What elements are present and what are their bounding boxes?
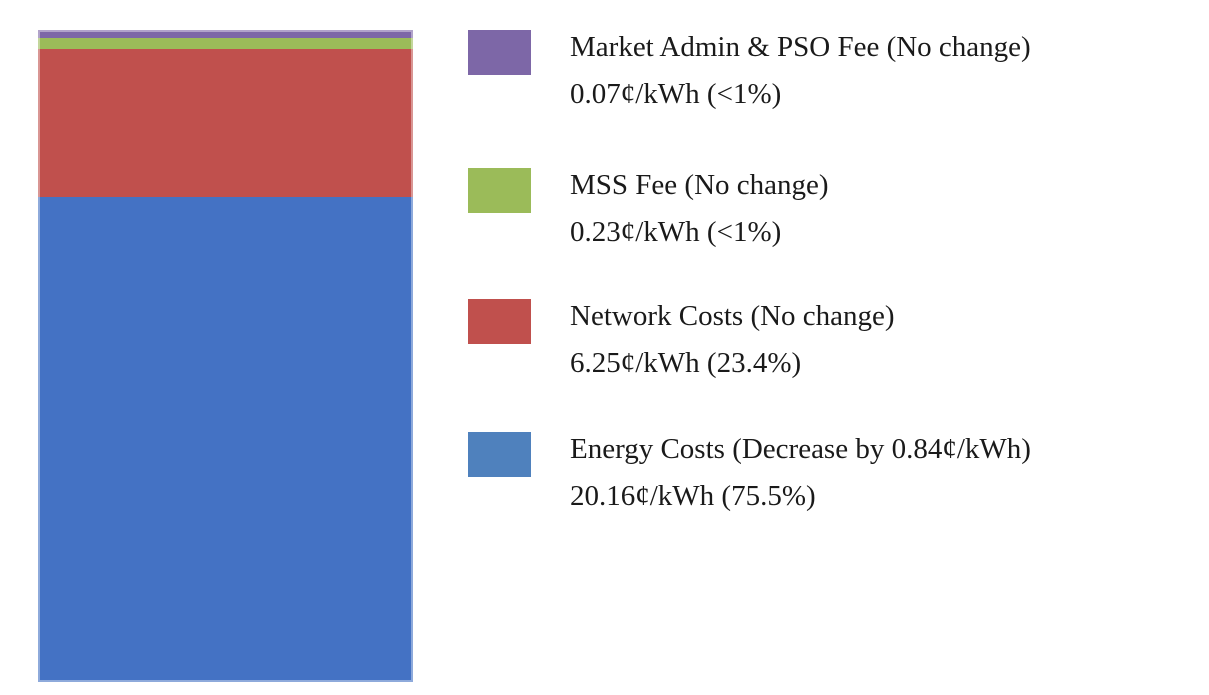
- legend: Market Admin & PSO Fee (No change) 0.07¢…: [468, 30, 1188, 670]
- legend-text-block: Energy Costs (Decrease by 0.84¢/kWh) 20.…: [570, 426, 1031, 520]
- bar-segment-network-costs: [38, 49, 413, 198]
- legend-swatch-mss-fee: [468, 168, 531, 213]
- stacked-bar: [38, 30, 413, 682]
- legend-item-network-costs: Network Costs (No change) 6.25¢/kWh (23.…: [468, 299, 895, 387]
- legend-swatch-market-admin-pso-fee: [468, 30, 531, 75]
- legend-value: 0.23¢/kWh (<1%): [570, 216, 782, 248]
- legend-label: Market Admin & PSO Fee (No change): [570, 31, 1031, 63]
- legend-item-mss-fee: MSS Fee (No change) 0.23¢/kWh (<1%): [468, 168, 829, 256]
- legend-swatch-network-costs: [468, 299, 531, 344]
- legend-value: 0.07¢/kWh (<1%): [570, 78, 782, 110]
- legend-item-market-admin-pso-fee: Market Admin & PSO Fee (No change) 0.07¢…: [468, 30, 1031, 118]
- bar-segment-market-admin-pso-fee: [38, 30, 413, 39]
- legend-swatch-energy-costs: [468, 432, 531, 477]
- legend-item-energy-costs: Energy Costs (Decrease by 0.84¢/kWh) 20.…: [468, 432, 1031, 520]
- bar-segment-energy-costs: [38, 197, 413, 682]
- legend-label: MSS Fee (No change): [570, 169, 829, 201]
- legend-text-block: Network Costs (No change) 6.25¢/kWh (23.…: [570, 293, 895, 387]
- legend-text-block: Market Admin & PSO Fee (No change) 0.07¢…: [570, 24, 1031, 118]
- legend-text-block: MSS Fee (No change) 0.23¢/kWh (<1%): [570, 162, 829, 256]
- legend-value: 6.25¢/kWh (23.4%): [570, 347, 802, 379]
- bar-segment-mss-fee: [38, 38, 413, 50]
- legend-label: Network Costs (No change): [570, 300, 895, 332]
- legend-label: Energy Costs (Decrease by 0.84¢/kWh): [570, 433, 1031, 465]
- legend-value: 20.16¢/kWh (75.5%): [570, 480, 816, 512]
